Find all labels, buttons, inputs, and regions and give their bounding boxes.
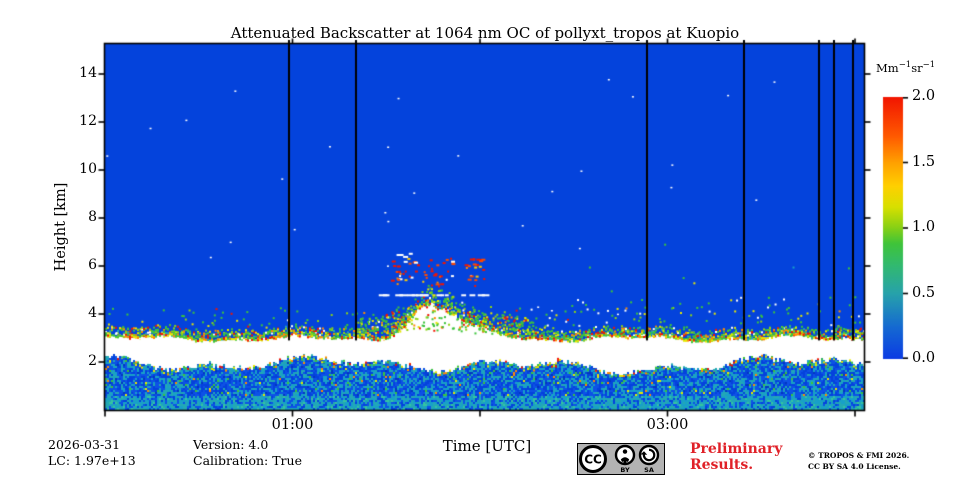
x-tick-label: 01:00 [271,417,314,433]
y-tick-label: 14 [79,65,97,81]
plot-title: Attenuated Backscatter at 1064 nm OC of … [230,24,740,42]
y-tick-label: 8 [88,209,97,225]
y-tick-label: 6 [88,257,97,273]
sa-icon [638,444,660,466]
colorbar-tick-label: 0.5 [912,284,936,301]
svg-text:CC: CC [584,453,602,467]
colorbar-tick-label: 0.0 [912,350,936,366]
version-text: Version: 4.0 [193,437,269,452]
sa-label: SA [644,466,654,474]
by-icon [614,444,636,466]
x-tick-label: 03:00 [646,417,689,433]
colorbar-tick-label: 1.0 [912,219,936,235]
preliminary-results-text: Preliminary Results. [690,441,783,473]
lidar-constant-text: LC: 1.97e+13 [48,453,136,468]
cc-icon: CC [579,445,607,473]
date-info-block: 2026-03-31 LC: 1.97e+13 [48,437,136,469]
y-tick-label: 2 [88,353,97,369]
cc-license-badge: CC BY SA [577,443,665,475]
date-text: 2026-03-31 [48,437,121,452]
copyright-text: © TROPOS & FMI 2026. CC BY SA 4.0 Licens… [808,451,910,471]
x-axis-label: Time [UTC] [442,437,532,455]
y-tick-label: 12 [79,113,97,129]
colorbar-tick-label: 1.5 [912,153,936,170]
colorbar-tick-label: 2.0 [912,88,936,104]
colorbar-unit-label: Mm−1sr−1 [876,60,936,75]
y-tick-label: 4 [88,305,97,321]
y-tick-label: 10 [79,161,97,177]
version-info-block: Version: 4.0 Calibration: True [193,437,302,469]
calibration-text: Calibration: True [193,453,302,468]
by-label: BY [620,466,630,474]
